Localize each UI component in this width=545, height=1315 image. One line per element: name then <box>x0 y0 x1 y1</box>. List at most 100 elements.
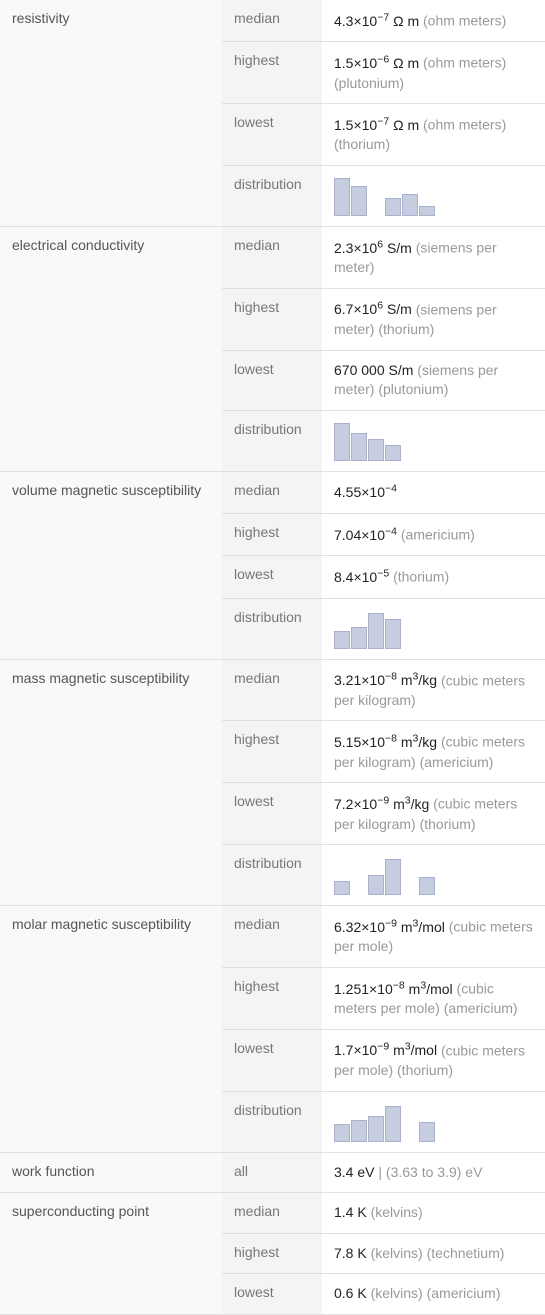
histogram-bar <box>419 877 435 895</box>
stat-label: distribution <box>222 598 322 659</box>
value-cell: 5.15×10−8 m3/kg (cubic meters per kilogr… <box>322 721 545 783</box>
value-cell: 1.7×10−9 m3/mol (cubic meters per mole) … <box>322 1029 545 1091</box>
histogram-bar <box>351 627 367 649</box>
histogram-bar <box>419 206 435 216</box>
property-name: resistivity <box>0 0 222 226</box>
histogram-bar <box>368 1116 384 1142</box>
value-cell: 3.21×10−8 m3/kg (cubic meters per kilogr… <box>322 659 545 721</box>
value-cell: 0.6 K (kelvins) (americium) <box>322 1274 545 1315</box>
value-main: 1.251×10−8 m3/mol <box>334 981 453 997</box>
histogram-bar <box>419 1122 435 1142</box>
value-cell <box>322 410 545 471</box>
table-row: volume magnetic susceptibilitymedian4.55… <box>0 471 545 513</box>
value-main: 670 000 S/m <box>334 362 413 378</box>
value-main: 5.15×10−8 m3/kg <box>334 734 437 750</box>
stat-label: lowest <box>222 1274 322 1315</box>
value-main: 6.32×10−9 m3/mol <box>334 919 445 935</box>
stat-label: highest <box>222 288 322 350</box>
value-main: 7.2×10−9 m3/kg <box>334 796 429 812</box>
value-cell: 1.5×10−7 Ω m (ohm meters) (thorium) <box>322 104 545 166</box>
property-name: superconducting point <box>0 1193 222 1315</box>
table-row: resistivitymedian4.3×10−7 Ω m (ohm meter… <box>0 0 545 42</box>
stat-label: all <box>222 1152 322 1193</box>
property-name: electrical conductivity <box>0 226 222 471</box>
value-cell: 7.04×10−4 (americium) <box>322 514 545 556</box>
value-unit: (ohm meters) <box>423 13 506 29</box>
value-main: 1.5×10−7 Ω m <box>334 117 419 133</box>
stat-label: distribution <box>222 165 322 226</box>
stat-label: median <box>222 226 322 288</box>
value-cell: 1.5×10−6 Ω m (ohm meters) (plutonium) <box>322 42 545 104</box>
histogram-bar <box>385 859 401 895</box>
value-cell: 1.251×10−8 m3/mol (cubic meters per mole… <box>322 967 545 1029</box>
histogram-bar <box>385 619 401 649</box>
table-row: superconducting pointmedian1.4 K (kelvin… <box>0 1193 545 1234</box>
histogram-bar <box>385 198 401 216</box>
value-main: 1.4 K <box>334 1204 367 1220</box>
histogram-bar <box>402 194 418 216</box>
value-cell: 1.4 K (kelvins) <box>322 1193 545 1234</box>
value-main: 8.4×10−5 <box>334 569 389 585</box>
stat-label: lowest <box>222 783 322 845</box>
histogram-bar <box>334 631 350 649</box>
stat-label: lowest <box>222 1029 322 1091</box>
histogram-bar <box>334 881 350 895</box>
histogram-bar <box>385 1106 401 1142</box>
histogram-bar <box>351 186 367 216</box>
value-unit: | (3.63 to 3.9) eV <box>378 1164 482 1180</box>
property-name: mass magnetic susceptibility <box>0 659 222 906</box>
stat-label: highest <box>222 42 322 104</box>
stat-label: median <box>222 906 322 968</box>
value-cell: 670 000 S/m (siemens per meter) (plutoni… <box>322 350 545 410</box>
value-cell: 3.4 eV | (3.63 to 3.9) eV <box>322 1152 545 1193</box>
value-unit: (thorium) <box>393 569 449 585</box>
value-unit: (kelvins) (americium) <box>371 1285 501 1301</box>
distribution-histogram <box>334 855 533 895</box>
property-name: volume magnetic susceptibility <box>0 471 222 659</box>
value-cell: 4.55×10−4 <box>322 471 545 513</box>
histogram-bar <box>334 423 350 461</box>
value-cell: 6.32×10−9 m3/mol (cubic meters per mole) <box>322 906 545 968</box>
value-cell <box>322 598 545 659</box>
value-unit: (kelvins) <box>371 1204 423 1220</box>
table-row: molar magnetic susceptibilitymedian6.32×… <box>0 906 545 968</box>
value-cell <box>322 845 545 906</box>
value-cell: 4.3×10−7 Ω m (ohm meters) <box>322 0 545 42</box>
value-main: 6.7×106 S/m <box>334 301 412 317</box>
table-row: work functionall3.4 eV | (3.63 to 3.9) e… <box>0 1152 545 1193</box>
stat-label: distribution <box>222 1091 322 1152</box>
stat-label: lowest <box>222 350 322 410</box>
value-main: 4.55×10−4 <box>334 484 397 500</box>
stat-label: distribution <box>222 410 322 471</box>
stat-label: lowest <box>222 104 322 166</box>
distribution-histogram <box>334 609 533 649</box>
histogram-bar <box>334 178 350 216</box>
stat-label: median <box>222 1193 322 1234</box>
value-main: 4.3×10−7 Ω m <box>334 13 419 29</box>
table-row: electrical conductivitymedian2.3×106 S/m… <box>0 226 545 288</box>
value-main: 3.4 eV <box>334 1164 374 1180</box>
histogram-bar <box>368 439 384 461</box>
value-main: 1.7×10−9 m3/mol <box>334 1042 437 1058</box>
properties-table: resistivitymedian4.3×10−7 Ω m (ohm meter… <box>0 0 545 1315</box>
property-name: molar magnetic susceptibility <box>0 906 222 1153</box>
histogram-bar <box>385 445 401 461</box>
value-cell: 6.7×106 S/m (siemens per meter) (thorium… <box>322 288 545 350</box>
histogram-bar <box>351 1120 367 1142</box>
histogram-bar <box>368 613 384 649</box>
stat-label: median <box>222 471 322 513</box>
value-cell <box>322 1091 545 1152</box>
stat-label: lowest <box>222 556 322 598</box>
distribution-histogram <box>334 176 533 216</box>
value-cell: 7.2×10−9 m3/kg (cubic meters per kilogra… <box>322 783 545 845</box>
stat-label: highest <box>222 1233 322 1274</box>
value-cell: 7.8 K (kelvins) (technetium) <box>322 1233 545 1274</box>
value-main: 1.5×10−6 Ω m <box>334 55 419 71</box>
stat-label: highest <box>222 967 322 1029</box>
value-cell <box>322 165 545 226</box>
stat-label: highest <box>222 721 322 783</box>
value-main: 3.21×10−8 m3/kg <box>334 672 437 688</box>
value-main: 7.04×10−4 <box>334 527 397 543</box>
table-row: mass magnetic susceptibilitymedian3.21×1… <box>0 659 545 721</box>
stat-label: median <box>222 0 322 42</box>
